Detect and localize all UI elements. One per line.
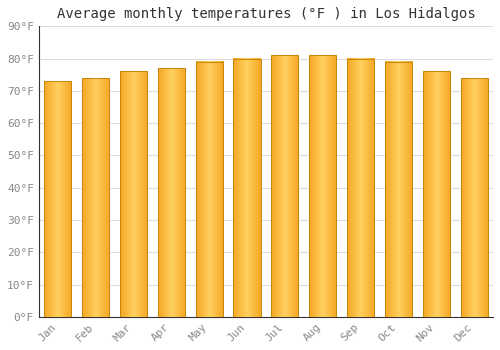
Title: Average monthly temperatures (°F ) in Los Hidalgos: Average monthly temperatures (°F ) in Lo… [56,7,476,21]
Bar [347,58,374,317]
Bar [82,78,109,317]
Bar [385,62,412,317]
Bar [309,55,336,317]
Bar [120,71,147,317]
Bar [460,78,488,317]
Bar [422,71,450,317]
Bar [158,68,185,317]
Bar [196,62,223,317]
Bar [271,55,298,317]
Bar [44,81,72,317]
Bar [234,58,260,317]
